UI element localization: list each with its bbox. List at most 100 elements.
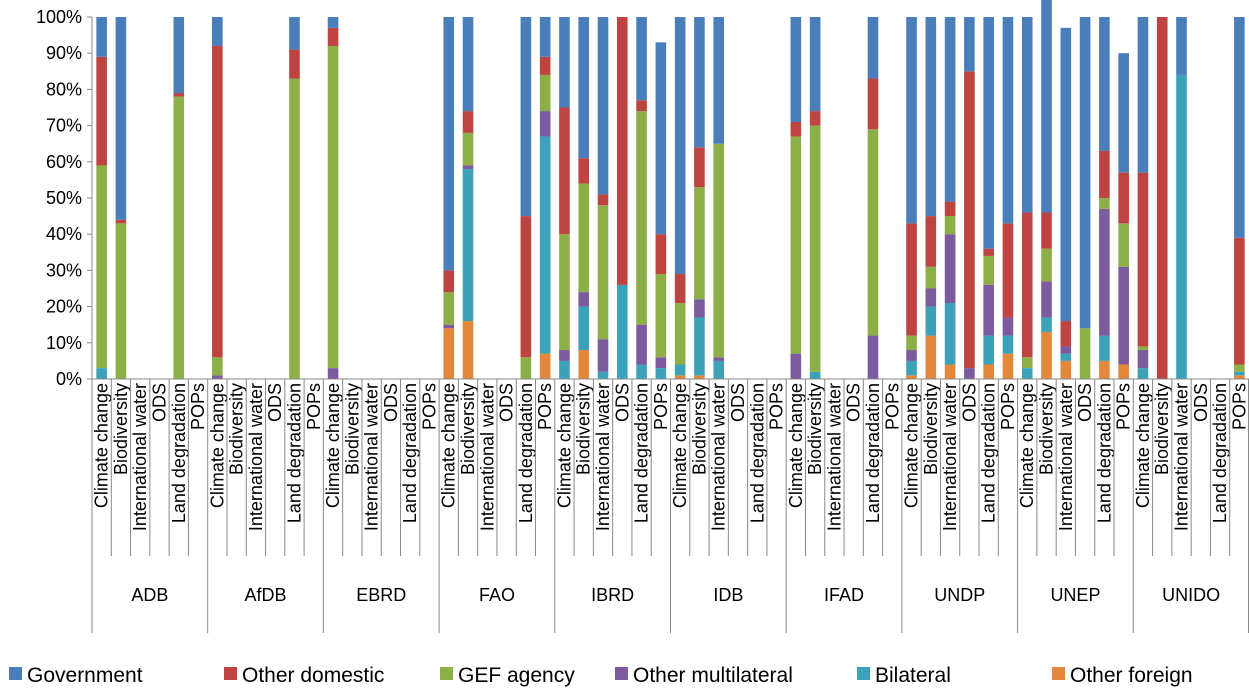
bar-segment-bilateral bbox=[1176, 74, 1187, 380]
x-subcategory-label: International water bbox=[130, 383, 150, 531]
x-subcategory-label: Land degradation bbox=[1094, 383, 1114, 523]
bar-segment-other-domestic bbox=[1021, 212, 1033, 358]
bar-segment-gef-agency bbox=[559, 234, 570, 351]
bar-segment-bilateral bbox=[1234, 371, 1245, 376]
bar-segment-gef-agency bbox=[1137, 346, 1149, 351]
x-subcategory-label: Biodiversity bbox=[689, 383, 709, 475]
bar-segment-government bbox=[1176, 17, 1187, 75]
x-subcategory-label: International water bbox=[709, 383, 729, 531]
bar-segment-bilateral bbox=[462, 169, 474, 322]
x-subcategory-label: Land degradation bbox=[979, 383, 999, 523]
x-subcategory-label: Climate change bbox=[207, 383, 227, 508]
x-subcategory-label: Land degradation bbox=[284, 383, 304, 523]
bar-segment-other-multilateral bbox=[694, 299, 705, 318]
legend-label-other-domestic: Other domestic bbox=[242, 664, 384, 687]
bar-segment-other-domestic bbox=[520, 216, 532, 358]
bar-segment-other-foreign bbox=[1234, 375, 1245, 379]
bar-segment-other-multilateral bbox=[559, 350, 570, 361]
y-tick-label: 60% bbox=[46, 152, 82, 172]
y-tick-label: 0% bbox=[56, 369, 82, 389]
bar-segment-other-domestic bbox=[906, 223, 917, 336]
bar-segment-bilateral bbox=[1041, 317, 1052, 332]
bar-segment-bilateral bbox=[616, 284, 628, 379]
x-subcategory-label: International water bbox=[1056, 383, 1076, 531]
bar-segment-government bbox=[983, 17, 994, 249]
bar-segment-other-domestic bbox=[1234, 237, 1245, 365]
bar-segment-bilateral bbox=[1021, 368, 1033, 379]
bar-segment-gef-agency bbox=[173, 96, 185, 379]
x-subcategory-label: POPs bbox=[535, 383, 555, 430]
bar-segment-government bbox=[539, 17, 551, 57]
bar-segment-government bbox=[636, 17, 647, 101]
bar-segment-other-foreign bbox=[944, 364, 956, 379]
bar-segment-government bbox=[964, 17, 975, 72]
y-tick-label: 70% bbox=[46, 116, 82, 136]
x-subcategory-label: ODS bbox=[381, 383, 401, 422]
x-group-label: IDB bbox=[713, 585, 743, 605]
y-tick-label: 80% bbox=[46, 79, 82, 99]
bar-segment-other-multilateral bbox=[655, 357, 667, 369]
x-subcategory-label: Land degradation bbox=[632, 383, 652, 523]
x-group-label: IFAD bbox=[824, 585, 864, 605]
x-subcategory-label: Land degradation bbox=[400, 383, 420, 523]
x-subcategory-label: POPs bbox=[882, 383, 902, 430]
bar-segment-gef-agency bbox=[925, 266, 937, 289]
x-subcategory-label: International water bbox=[824, 383, 844, 531]
y-tick-label: 100% bbox=[36, 7, 82, 27]
x-subcategory-label: ODS bbox=[959, 383, 979, 422]
x-group-label: UNEP bbox=[1050, 585, 1100, 605]
bar-segment-other-foreign bbox=[1060, 360, 1072, 379]
bar-segment-government bbox=[694, 17, 705, 148]
bar-segment-government bbox=[809, 17, 821, 112]
bar-segment-other-multilateral bbox=[867, 335, 879, 379]
bar-segment-government bbox=[1079, 17, 1091, 329]
y-tick-label: 10% bbox=[46, 333, 82, 353]
bar-segment-other-domestic bbox=[559, 107, 570, 235]
x-subcategory-label: Biodiversity bbox=[574, 383, 594, 475]
bar-segment-other-multilateral bbox=[1099, 208, 1110, 336]
x-subcategory-label: Land degradation bbox=[1210, 383, 1230, 523]
x-subcategory-label: Land degradation bbox=[863, 383, 883, 523]
bar-segment-other-multilateral bbox=[713, 357, 725, 361]
x-subcategory-label: Land degradation bbox=[747, 383, 767, 523]
x-subcategory-label: International water bbox=[246, 383, 266, 531]
bar-segment-government bbox=[443, 17, 455, 271]
bar-segment-other-foreign bbox=[694, 375, 705, 379]
bar-segment-gef-agency bbox=[96, 165, 107, 369]
bar-segment-other-foreign bbox=[578, 350, 590, 379]
x-subcategory-label: International water bbox=[593, 383, 613, 531]
bar-segment-other-domestic bbox=[809, 111, 821, 126]
bar-segment-government bbox=[597, 17, 609, 195]
bar-segment-other-domestic bbox=[944, 201, 956, 217]
bar-segment-other-domestic bbox=[790, 121, 802, 137]
bar-segment-government bbox=[1021, 17, 1033, 213]
x-subcategory-label: POPs bbox=[419, 383, 439, 430]
bar-segment-bilateral bbox=[1137, 368, 1149, 379]
bar-segment-other-domestic bbox=[964, 71, 975, 369]
bar-segment-other-multilateral bbox=[636, 324, 647, 365]
bar-segment-government bbox=[1002, 17, 1014, 224]
bar-segment-other-domestic bbox=[867, 78, 879, 130]
bar-segment-gef-agency bbox=[944, 216, 956, 235]
bar-segment-government bbox=[327, 17, 339, 28]
bar-segment-government bbox=[289, 17, 300, 50]
bar-segment-government bbox=[462, 17, 474, 112]
bar-segment-gef-agency bbox=[694, 187, 705, 300]
x-subcategory-label: ODS bbox=[265, 383, 285, 422]
bar-segment-bilateral bbox=[1060, 353, 1072, 361]
bar-segment-other-domestic bbox=[655, 234, 667, 275]
x-subcategory-label: Biodiversity bbox=[1037, 383, 1057, 475]
bar-segment-government bbox=[115, 17, 127, 220]
bar-segment-gef-agency bbox=[212, 357, 223, 376]
bar-segment-other-domestic bbox=[694, 147, 705, 188]
bar-segment-other-domestic bbox=[1099, 150, 1110, 198]
bar-segment-other-multilateral bbox=[327, 368, 339, 379]
bar-segment-government bbox=[96, 17, 107, 57]
bar-segment-other-domestic bbox=[1060, 321, 1072, 347]
bar-segment-gef-agency bbox=[1099, 198, 1110, 209]
bar-segment-other-domestic bbox=[1137, 172, 1149, 347]
bar-segment-other-multilateral bbox=[1041, 281, 1052, 318]
bar-segment-other-domestic bbox=[96, 56, 107, 166]
x-group-label: IBRD bbox=[591, 585, 634, 605]
